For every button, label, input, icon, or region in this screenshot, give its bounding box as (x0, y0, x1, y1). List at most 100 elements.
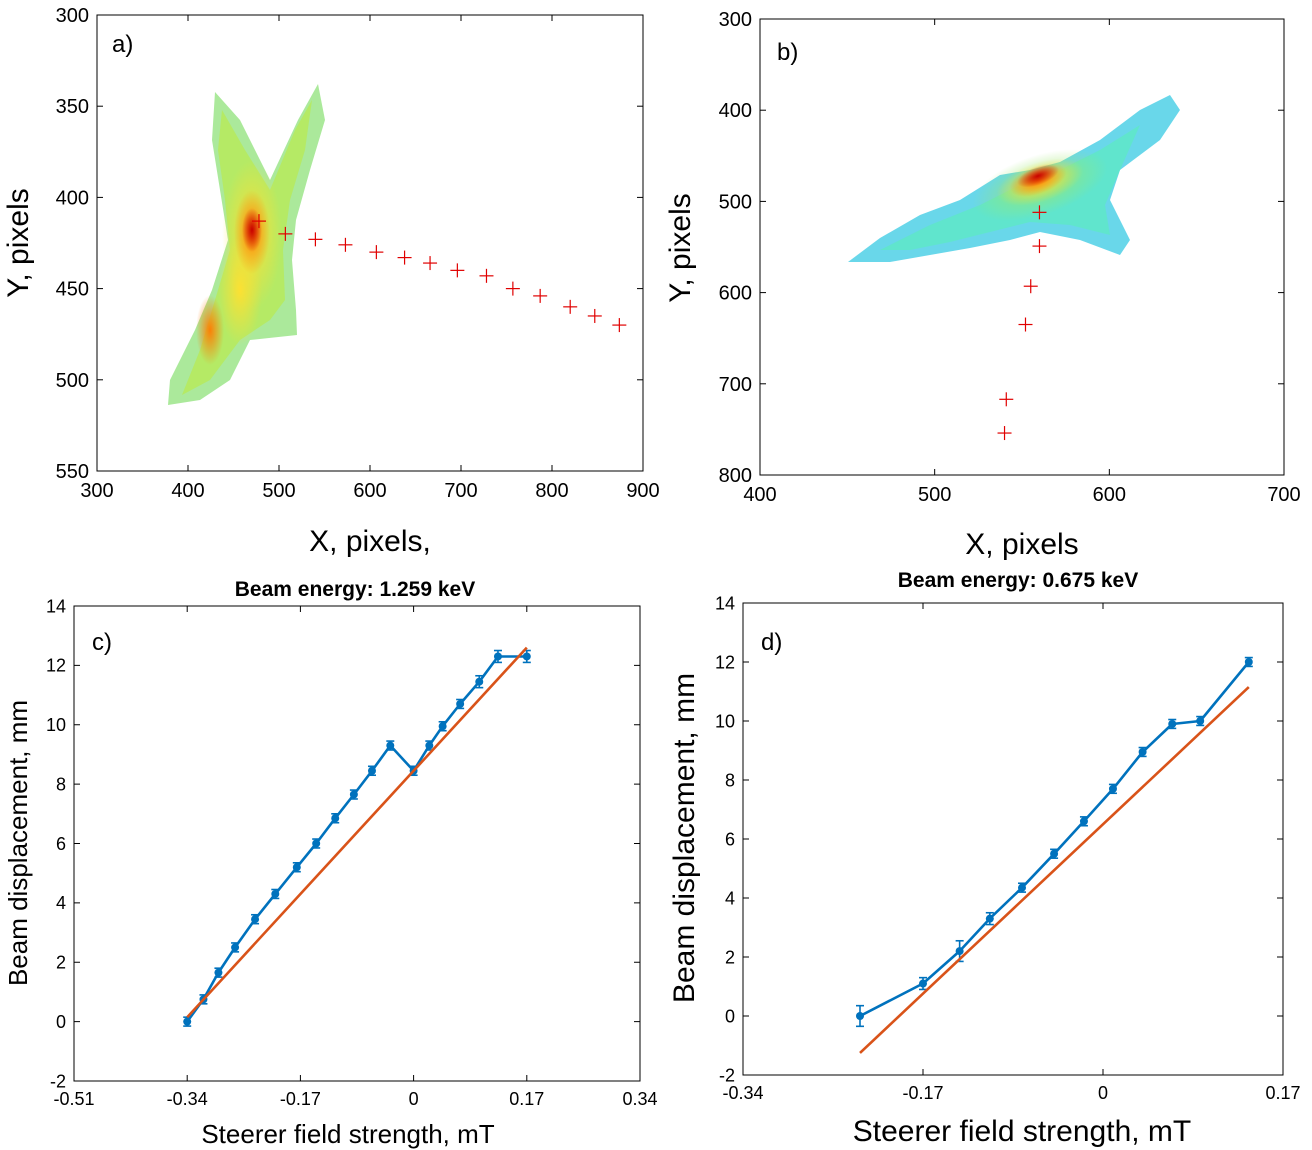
chart-title-c: Beam energy: 1.259 keV (235, 578, 475, 601)
y-tick-label-c: 2 (56, 953, 66, 973)
y-tick-label-c: 10 (46, 715, 66, 735)
data-point (386, 741, 395, 750)
data-point (1018, 883, 1026, 892)
y-tick-label-c: 4 (56, 893, 66, 913)
data-point (856, 1012, 864, 1020)
x-tick-label-b: 500 (918, 484, 951, 506)
centroid-marker (278, 226, 293, 241)
data-point (271, 889, 280, 898)
y-tick-label-b: 800 (719, 465, 752, 487)
plot-frame-b (759, 18, 1285, 476)
x-axis-label-c: Steerer field strength, mT (201, 1119, 494, 1149)
centroid-marker (251, 214, 266, 229)
centroid-marker (563, 299, 578, 314)
centroid-marker (997, 426, 1012, 441)
y-tick-label-d: 0 (725, 1006, 735, 1026)
data-point (493, 652, 502, 661)
data-point (1196, 717, 1205, 725)
x-tick-label-b: 600 (1093, 484, 1126, 506)
panel-label-c: c) (92, 629, 112, 656)
x-tick-label-c: -0.51 (53, 1089, 94, 1109)
data-point (1079, 817, 1088, 826)
y-tick-label-d: 12 (715, 652, 735, 672)
y-tick-label-a: 400 (56, 187, 89, 209)
data-point (522, 652, 531, 661)
centroid-marker (423, 256, 438, 271)
x-tick-label-d: 0.17 (1265, 1083, 1300, 1103)
y-tick-label-d: -2 (719, 1065, 735, 1085)
centroid-marker (533, 288, 548, 303)
data-point (349, 790, 358, 799)
data-point (1168, 719, 1177, 728)
panel-label-a: a) (112, 31, 133, 58)
x-tick-label-d: -0.34 (722, 1083, 763, 1103)
centroid-markers-b (997, 205, 1047, 441)
centroid-marker (450, 263, 465, 278)
data-point (292, 863, 301, 872)
y-tick-label-a: 500 (56, 370, 89, 392)
data-point (1244, 658, 1253, 666)
data-point (955, 947, 964, 956)
y-tick-label-c: 12 (46, 656, 66, 676)
x-tick-label-d: 0 (1098, 1083, 1108, 1103)
centroid-marker (1032, 239, 1047, 254)
data-point (231, 943, 240, 952)
data-point (367, 766, 376, 775)
x-tick-label-a: 300 (80, 480, 113, 502)
y-tick-label-d: 2 (725, 947, 735, 967)
plot-frame-d (742, 602, 1284, 1076)
panel-c: -0.51 -0.34 -0.17 0 0.17 0.34 -2 0 2 4 6 8 10 12 14 Be… (3, 578, 658, 1149)
y-tick-label-a: 350 (56, 96, 89, 118)
y-tick-label-c: 6 (56, 834, 66, 854)
data-point (312, 839, 321, 848)
data-point (985, 914, 994, 923)
x-tick-label-a: 600 (353, 480, 386, 502)
x-tick-label-b: 400 (743, 484, 776, 506)
y-tick-label-c: 8 (56, 774, 66, 794)
y-tick-label-c: -2 (50, 1071, 66, 1091)
y-tick-label-b: 300 (719, 9, 752, 31)
panel-d: -0.34 -0.17 0 0.17 -2 0 2 4 6 8 10 12 14 Beam energy… (668, 569, 1301, 1148)
data-point (438, 722, 447, 731)
data-point (1050, 849, 1059, 858)
x-axis-label-b: X, pixels (965, 528, 1078, 561)
centroid-marker (587, 308, 602, 323)
y-tick-label-a: 300 (56, 5, 89, 27)
panel-label-b: b) (777, 39, 798, 66)
centroid-marker (1032, 205, 1047, 220)
fit-line-c (186, 646, 528, 1019)
data-point (214, 968, 223, 977)
centroid-marker (479, 268, 494, 283)
centroid-marker (369, 245, 384, 260)
panel-b: 400 500 600 700 300 400 500 600 700 800 b) X, pix… (664, 9, 1301, 561)
series-line-c (186, 655, 527, 1023)
centroid-marker (612, 318, 627, 333)
x-tick-label-c: -0.34 (167, 1089, 208, 1109)
x-tick-label-a: 400 (171, 480, 204, 502)
centroid-marker (338, 237, 353, 252)
y-tick-label-d: 8 (725, 770, 735, 790)
x-tick-label-a: 700 (444, 480, 477, 502)
x-tick-label-b: 700 (1267, 484, 1300, 506)
y-tick-label-d: 10 (715, 711, 735, 731)
series-line-d (859, 661, 1250, 1018)
beam-image-b (848, 95, 1180, 262)
centroid-marker (505, 281, 520, 296)
centroid-marker (308, 232, 323, 247)
data-point (331, 814, 340, 823)
centroid-markers-a (251, 214, 627, 333)
data-point (456, 699, 465, 708)
y-axis-label-d: Beam displacement, mm (668, 673, 701, 1003)
y-axis-label-c: Beam displacement, mm (3, 700, 33, 986)
data-point (919, 979, 927, 988)
x-tick-label-a: 900 (626, 480, 659, 502)
x-tick-label-d: -0.17 (902, 1083, 943, 1103)
data-point (183, 1017, 192, 1026)
x-tick-label-c: 0.17 (509, 1089, 544, 1109)
y-tick-label-a: 550 (56, 461, 89, 483)
fit-line-d (859, 686, 1250, 1054)
centroid-marker (1023, 279, 1038, 294)
x-axis-label-d: Steerer field strength, mT (853, 1115, 1191, 1148)
data-point (425, 741, 434, 750)
